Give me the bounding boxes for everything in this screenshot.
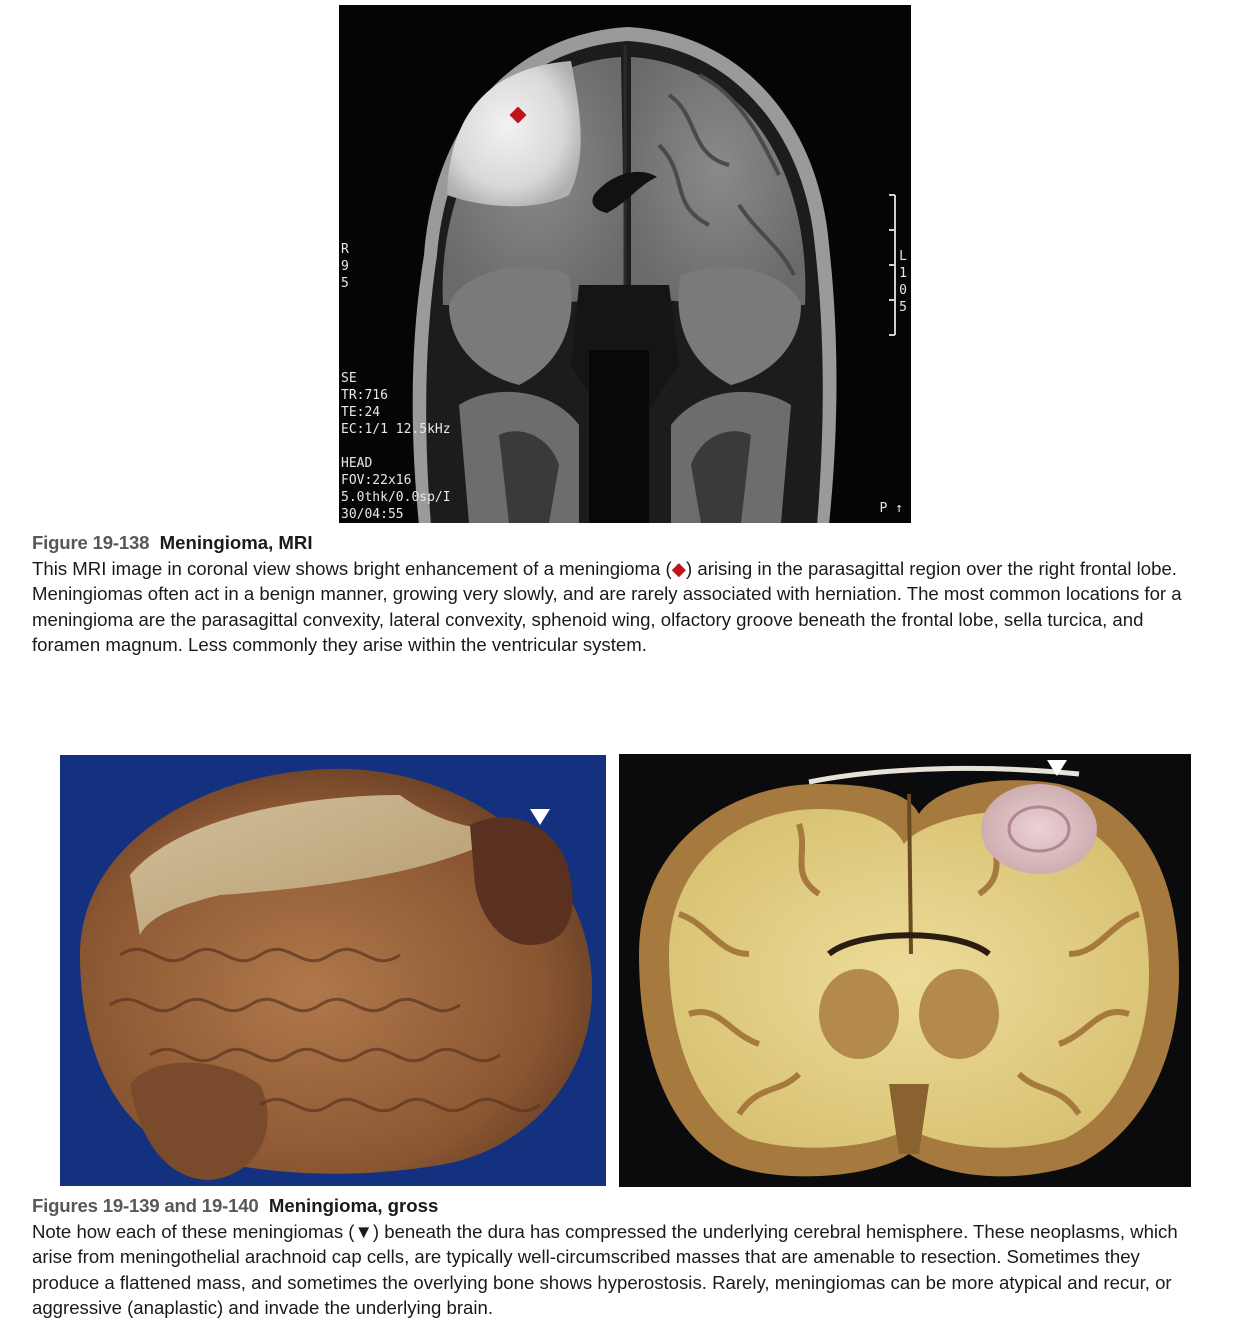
figure-138-heading: Figure 19-138 Meningioma, MRI — [32, 530, 1212, 556]
figure-138-caption: Figure 19-138 Meningioma, MRI This MRI i… — [32, 530, 1212, 658]
meningioma-triangle-marker-left — [530, 809, 550, 825]
figure-139-140-number: Figures 19-139 and 19-140 — [32, 1195, 259, 1216]
mri-coronal-scan — [412, 27, 896, 523]
figure-138-text-part1: This MRI image in coronal view shows bri… — [32, 557, 672, 579]
gross-brain-photo-right — [619, 754, 1191, 1187]
figure-138-number: Figure 19-138 — [32, 532, 150, 553]
mri-scan-parameters: SE TR:716 TE:24 EC:1/1 12.5kHz HEAD FOV:… — [341, 371, 451, 522]
figure-139-140-text-part2: ) beneath the dura has compressed the un… — [32, 1220, 1178, 1319]
brain-coronal-slice — [639, 760, 1179, 1177]
mri-left-labels: R 9 5 — [341, 242, 349, 291]
figure-139-140-title: Meningioma, gross — [268, 1195, 439, 1216]
figure-139-140-text-part1: Note how each of these meningiomas ( — [32, 1220, 355, 1242]
figure-138-text-part2: ) arising in the parasagittal region ove… — [32, 557, 1182, 656]
triangle-marker-icon: ▼ — [354, 1220, 373, 1242]
figure-139-140-caption: Figures 19-139 and 19-140 Meningioma, gr… — [32, 1193, 1212, 1321]
meningioma-triangle-marker-right — [1047, 760, 1067, 776]
figure-139-140-heading: Figures 19-139 and 19-140 Meningioma, gr… — [32, 1193, 1212, 1219]
brain-external-view — [80, 768, 593, 1180]
figure-138-title: Meningioma, MRI — [159, 532, 313, 553]
mri-orientation-label: P ↑ — [879, 501, 903, 516]
meningioma-diamond-marker — [509, 106, 527, 124]
mri-right-labels: L 1 0 5 — [899, 249, 907, 315]
diamond-marker-icon: ◆ — [671, 557, 687, 579]
mri-image: R 9 5 L 1 0 5 SE TR:716 TE:24 EC:1/1 12.… — [339, 5, 911, 523]
gross-brain-photo-left — [60, 755, 606, 1186]
